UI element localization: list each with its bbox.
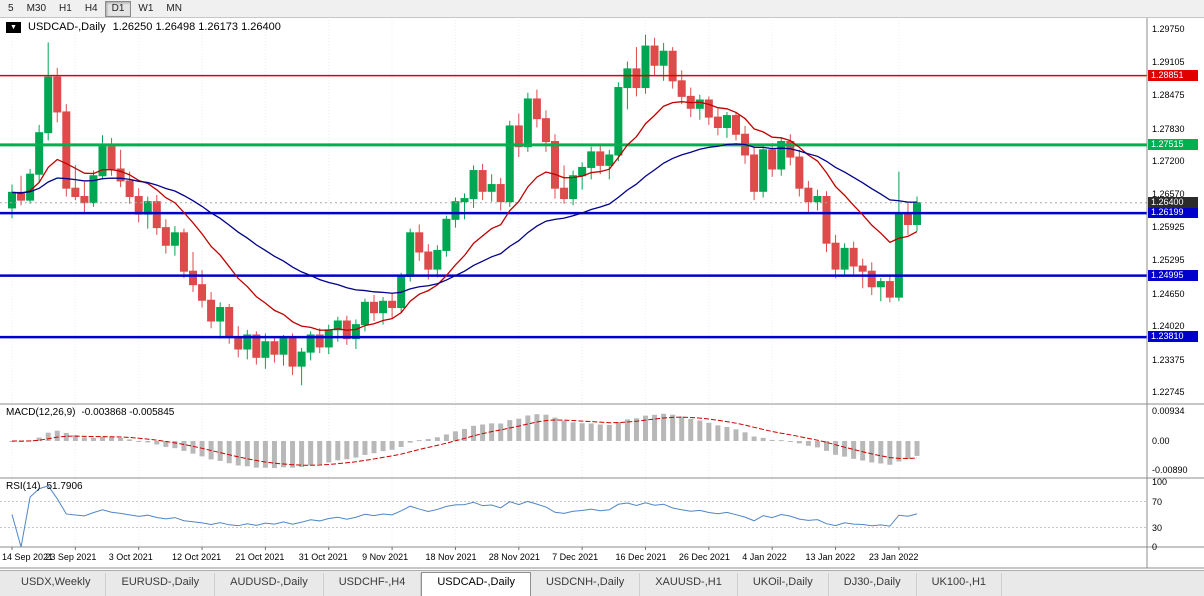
- chart-tabbar: USDX,Weekly EURUSD-,Daily AUDUSD-,Daily USD…: [0, 570, 1204, 596]
- timeframe-button-D1[interactable]: D1: [104, 0, 132, 17]
- candlestick-series: [8, 34, 921, 386]
- macd-panel: [9, 413, 920, 469]
- chart-tab-usdchf-h4[interactable]: USDCHF-,H4: [324, 573, 422, 596]
- timeframe-button-5[interactable]: 5: [8, 2, 14, 14]
- chart-tab-ukoil-daily[interactable]: UKOil-,Daily: [738, 573, 829, 596]
- timeframe-button-H1[interactable]: H1: [59, 2, 72, 14]
- ma-fast-line: [11, 101, 918, 331]
- timeframe-toolbar: 5 M30 H1 H4 D1 W1 MN: [0, 0, 1204, 18]
- rsi-line: [11, 485, 918, 548]
- chart-tab-usdcad-daily[interactable]: USDCAD-,Daily: [421, 572, 531, 596]
- timeframe-button-MN[interactable]: MN: [166, 2, 182, 14]
- chart-tab-uk100-h1[interactable]: UK100-,H1: [917, 573, 1003, 596]
- timeframe-button-H4[interactable]: H4: [84, 2, 98, 14]
- chart-tab-dj30-daily[interactable]: DJ30-,Daily: [829, 573, 917, 596]
- timeframe-button-W1[interactable]: W1: [138, 2, 154, 14]
- chart-tab-usdx-weekly[interactable]: USDX,Weekly: [6, 573, 107, 596]
- ma-slow-line: [11, 143, 918, 294]
- chart-tab-eurusd-daily[interactable]: EURUSD-,Daily: [106, 573, 216, 596]
- macd-signal-line: [11, 416, 918, 466]
- timeframe-button-M30[interactable]: M30: [26, 2, 47, 14]
- chart-tab-usdcnh-daily[interactable]: USDCNH-,Daily: [531, 573, 641, 596]
- macd-histogram: [9, 413, 920, 469]
- chart-tab-audusd-daily[interactable]: AUDUSD-,Daily: [215, 573, 324, 596]
- chart-tab-xauusd-h1[interactable]: XAUUSD-,H1: [640, 573, 738, 596]
